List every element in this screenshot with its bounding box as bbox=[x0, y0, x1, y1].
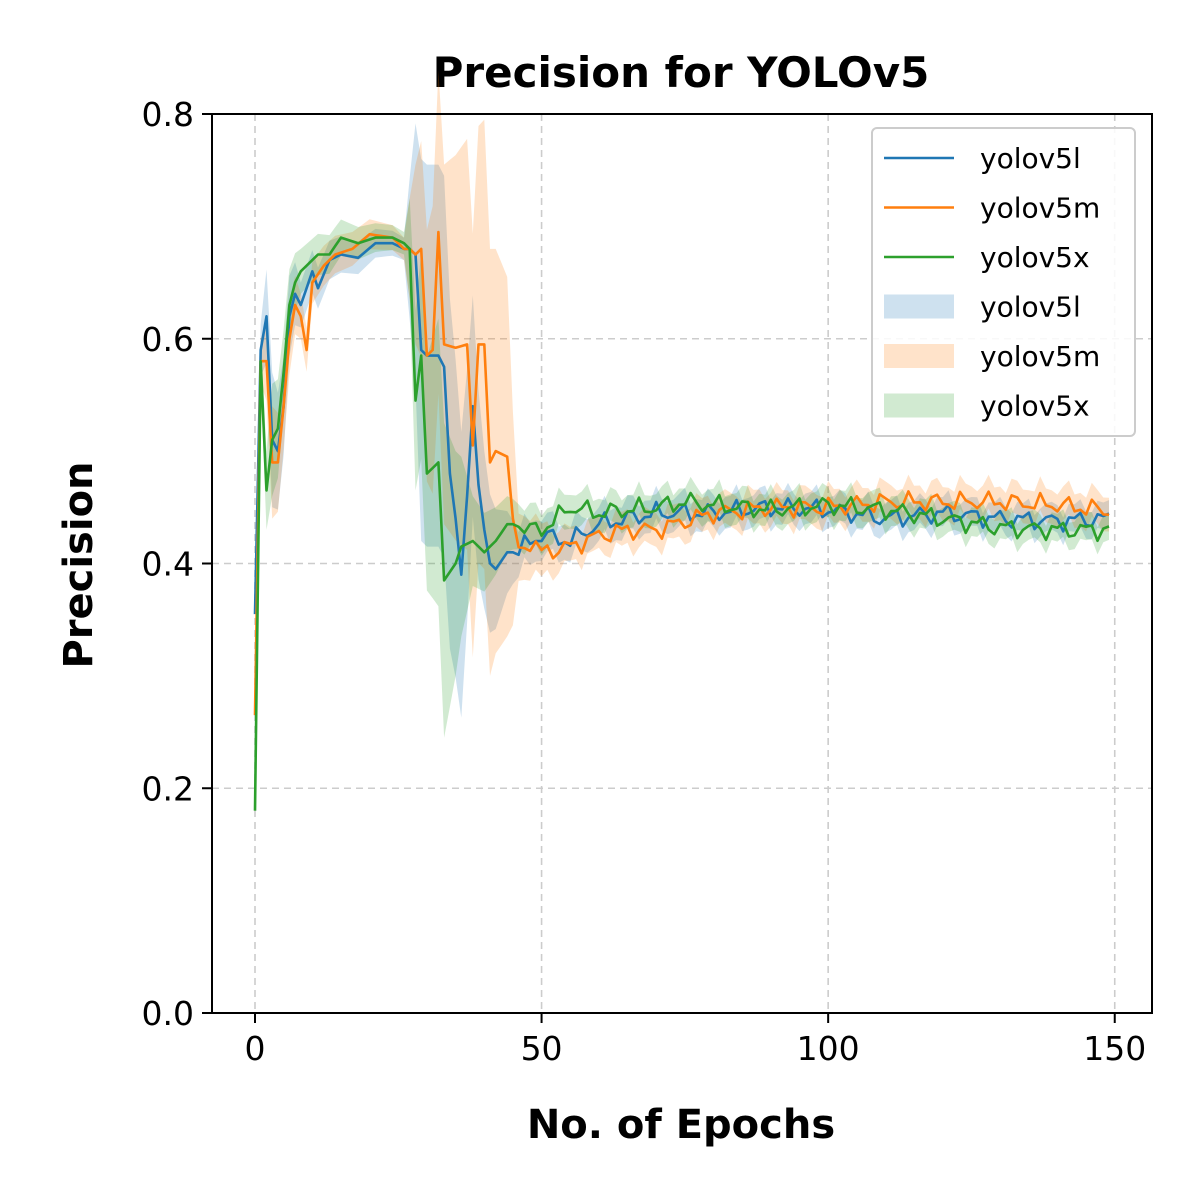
legend-label: yolov5l bbox=[980, 142, 1081, 175]
legend-label: yolov5l bbox=[980, 291, 1081, 324]
line-yolov5l bbox=[253, 241, 1110, 615]
y-tick-label: 0.6 bbox=[142, 320, 194, 359]
legend: yolov5l yolov5m yolov5x yolov5l yolov5m yolov… bbox=[871, 127, 1136, 437]
x-tick-label: 50 bbox=[521, 1029, 563, 1068]
series-lines bbox=[253, 230, 1110, 811]
legend-swatch-band bbox=[884, 393, 954, 418]
legend-label: yolov5m bbox=[980, 340, 1100, 373]
legend-label: yolov5x bbox=[980, 390, 1090, 423]
legend-frame bbox=[871, 127, 1136, 437]
legend-label: yolov5x bbox=[980, 241, 1090, 274]
chart-title: Precision for YOLOv5 bbox=[433, 48, 930, 97]
y-tick-label: 0.0 bbox=[142, 994, 194, 1033]
legend-label: yolov5m bbox=[980, 192, 1100, 225]
line-yolov5m bbox=[253, 230, 1110, 716]
band-yolov5m bbox=[255, 70, 1109, 721]
legend-swatch-band bbox=[884, 344, 954, 368]
y-tick-label: 0.2 bbox=[142, 769, 194, 808]
axis-ticks: 0 50 100 150 0.0 0.2 0.4 0.6 0.8 bbox=[142, 95, 1147, 1068]
x-axis-label: No. of Epochs bbox=[527, 1102, 835, 1148]
y-axis-label: Precision bbox=[56, 461, 102, 668]
x-tick-label: 100 bbox=[797, 1029, 860, 1068]
y-tick-label: 0.4 bbox=[142, 545, 194, 584]
legend-swatch-band bbox=[884, 294, 954, 319]
x-tick-label: 150 bbox=[1083, 1029, 1146, 1068]
band-yolov5l bbox=[255, 123, 1109, 718]
line-yolov5x bbox=[253, 236, 1110, 811]
y-tick-label: 0.8 bbox=[142, 95, 194, 134]
x-tick-label: 0 bbox=[244, 1029, 265, 1068]
legend-items: yolov5l yolov5m yolov5x yolov5l yolov5m yolov… bbox=[884, 142, 1100, 423]
